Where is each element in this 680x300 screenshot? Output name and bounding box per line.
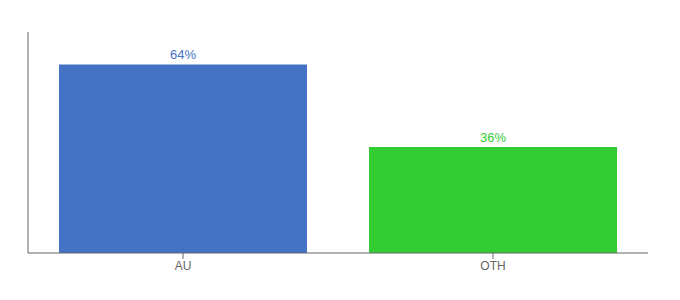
svg-text:64%: 64% bbox=[170, 47, 196, 62]
svg-text:36%: 36% bbox=[480, 130, 506, 145]
svg-text:OTH: OTH bbox=[480, 259, 505, 273]
svg-text:AU: AU bbox=[175, 259, 192, 273]
